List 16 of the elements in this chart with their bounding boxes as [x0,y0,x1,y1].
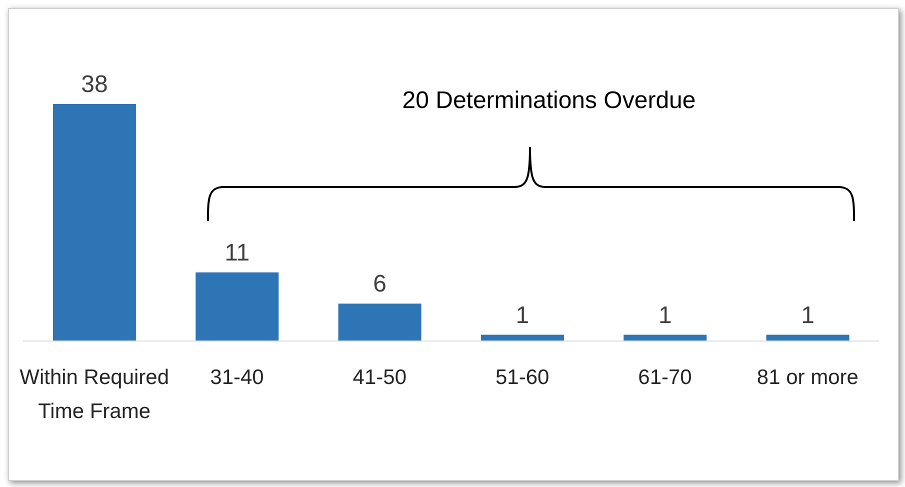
bar [338,304,422,341]
data-label: 11 [224,239,250,266]
data-label: 6 [373,270,386,298]
x-tick-label: 41-50 [352,366,407,389]
x-tick-label: 31-40 [210,366,264,389]
x-tick-label: 81 or more [756,366,858,389]
bar [196,272,279,341]
data-label: 1 [658,302,672,329]
data-label: 38 [81,71,108,98]
x-tick-label: 61-70 [638,366,692,389]
x-tick-label: 51-60 [495,366,550,389]
data-label: 1 [801,302,814,329]
data-label: 1 [516,302,530,329]
annotation: 20 Determinations Overdue [401,87,697,115]
x-tick-label: Within Required Time Frame [20,366,170,423]
bar [52,104,136,341]
